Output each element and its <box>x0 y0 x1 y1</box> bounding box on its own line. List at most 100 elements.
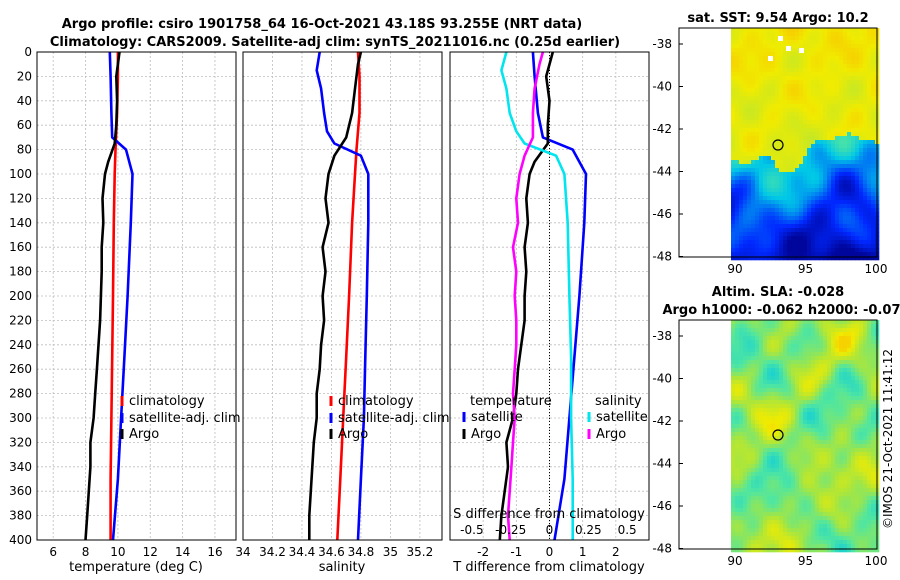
heatmap-cell <box>835 444 840 449</box>
heatmap-cell <box>851 224 856 229</box>
heatmap-cell <box>863 164 868 169</box>
heatmap-cell <box>807 336 812 341</box>
heatmap-cell <box>795 396 800 401</box>
heatmap-cell <box>747 244 752 249</box>
heatmap-cell <box>867 496 872 501</box>
heatmap-cell <box>859 420 864 425</box>
heatmap-cell <box>819 32 824 37</box>
heatmap-cell <box>759 52 764 57</box>
heatmap-cell <box>803 168 808 173</box>
heatmap-cell <box>787 256 792 261</box>
heatmap-cell <box>855 436 860 441</box>
heatmap-cell <box>807 248 812 253</box>
heatmap-cell <box>747 160 752 165</box>
heatmap-cell <box>779 432 784 437</box>
heatmap-cell <box>807 424 812 429</box>
heatmap-cell <box>823 392 828 397</box>
heatmap-cell <box>803 40 808 45</box>
heatmap-cell <box>783 168 788 173</box>
heatmap-cell <box>807 148 812 153</box>
heatmap-cell <box>767 68 772 73</box>
heatmap-cell <box>811 540 816 545</box>
heatmap-cell <box>831 144 836 149</box>
heatmap-cell <box>771 328 776 333</box>
heatmap-cell <box>783 252 788 257</box>
heatmap-cell <box>827 416 832 421</box>
heatmap-cell <box>811 476 816 481</box>
heatmap-cell <box>795 96 800 101</box>
heatmap-cell <box>775 412 780 417</box>
heatmap-cell <box>867 380 872 385</box>
heatmap-cell <box>795 212 800 217</box>
heatmap-cell <box>851 508 856 513</box>
heatmap-cell <box>783 360 788 365</box>
heatmap-cell <box>787 124 792 129</box>
heatmap-cell <box>803 240 808 245</box>
heatmap-cell <box>751 380 756 385</box>
heatmap-cell <box>815 84 820 89</box>
heatmap-cell <box>755 372 760 377</box>
heatmap-cell <box>751 484 756 489</box>
heatmap-cell <box>755 212 760 217</box>
heatmap-cell <box>795 112 800 117</box>
x-tick-label: 8 <box>82 545 90 559</box>
heatmap-cell <box>827 40 832 45</box>
heatmap-cell <box>751 348 756 353</box>
heatmap-cell <box>779 212 784 217</box>
heatmap-cell <box>859 96 864 101</box>
heatmap-cell <box>767 60 772 65</box>
heatmap-cell <box>771 88 776 93</box>
heatmap-cell <box>831 80 836 85</box>
heatmap-cell <box>819 460 824 465</box>
heatmap-cell <box>735 512 740 517</box>
heatmap-cell <box>811 392 816 397</box>
heatmap-cell <box>855 476 860 481</box>
heatmap-cell <box>811 340 816 345</box>
heatmap-cell <box>799 548 804 553</box>
heatmap-cell <box>739 408 744 413</box>
heatmap-cell <box>775 176 780 181</box>
heatmap-cell <box>843 472 848 477</box>
heatmap-cell <box>855 492 860 497</box>
heatmap-cell <box>743 476 748 481</box>
heatmap-cell <box>731 212 736 217</box>
heatmap-cell <box>839 132 844 137</box>
heatmap-cell <box>843 380 848 385</box>
heatmap-cell <box>735 432 740 437</box>
heatmap-cell <box>819 444 824 449</box>
heatmap-cell <box>867 120 872 125</box>
heatmap-cell <box>731 384 736 389</box>
heatmap-cell <box>855 100 860 105</box>
heatmap-cell <box>855 472 860 477</box>
heatmap-cell <box>855 336 860 341</box>
heatmap-cell <box>835 208 840 213</box>
heatmap-cell <box>735 144 740 149</box>
heatmap-cell <box>763 48 768 53</box>
heatmap-cell <box>803 544 808 549</box>
heatmap-cell <box>787 336 792 341</box>
heatmap-cell <box>867 384 872 389</box>
heatmap-cell <box>827 520 832 525</box>
heatmap-cell <box>863 40 868 45</box>
heatmap-cell <box>787 232 792 237</box>
heatmap-cell <box>731 28 736 33</box>
heatmap-cell <box>871 112 876 117</box>
heatmap-cell <box>827 244 832 249</box>
heatmap-cell <box>743 528 748 533</box>
heatmap-cell <box>843 216 848 221</box>
heatmap-cell <box>735 212 740 217</box>
heatmap-cell <box>831 456 836 461</box>
heatmap-cell <box>763 444 768 449</box>
heatmap-cell <box>803 324 808 329</box>
heatmap-cell <box>731 256 736 261</box>
heatmap-cell <box>815 92 820 97</box>
heatmap-cell <box>823 388 828 393</box>
heatmap-cell <box>735 480 740 485</box>
heatmap-cell <box>827 472 832 477</box>
heatmap-cell <box>855 216 860 221</box>
heatmap-cell <box>791 48 796 53</box>
heatmap-cell <box>827 536 832 541</box>
heatmap-cell <box>811 116 816 121</box>
heatmap-cell <box>743 152 748 157</box>
heatmap-cell <box>819 440 824 445</box>
